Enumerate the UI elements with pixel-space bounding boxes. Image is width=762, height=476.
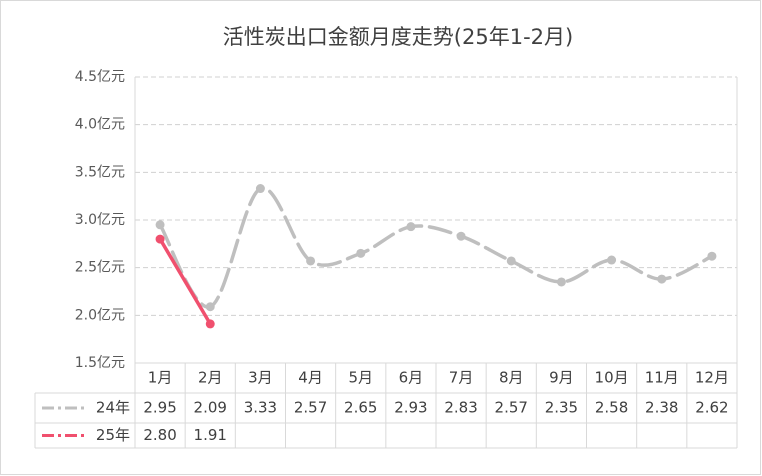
data-point (356, 248, 366, 258)
x-tick-label: 12月 (695, 369, 729, 387)
data-label: 2.83 (444, 399, 477, 417)
data-label: 2.95 (143, 399, 176, 417)
data-label: 2.80 (143, 426, 176, 444)
data-point (205, 319, 215, 329)
y-tick-label: 1.5亿元 (75, 355, 125, 371)
data-label: 2.09 (194, 399, 227, 417)
x-tick-label: 6月 (399, 369, 424, 387)
x-tick-label: 10月 (595, 369, 629, 387)
x-tick-label: 2月 (198, 369, 223, 387)
y-tick-label: 2.0亿元 (75, 307, 125, 323)
data-label: 2.57 (294, 399, 327, 417)
data-point (205, 302, 215, 312)
data-point (456, 231, 466, 241)
data-label: 2.58 (595, 399, 628, 417)
data-point (155, 220, 165, 230)
data-point (306, 256, 316, 266)
data-label: 2.65 (344, 399, 377, 417)
x-tick-label: 8月 (499, 369, 524, 387)
legend-label: 24年 (96, 399, 130, 417)
series-line (158, 237, 212, 326)
x-tick-label: 3月 (248, 369, 273, 387)
data-point (707, 251, 717, 261)
data-point (406, 222, 416, 232)
chart-title: 活性炭出口金额月度走势(25年1-2月) (223, 25, 573, 49)
data-label: 1.91 (194, 426, 227, 444)
x-tick-label: 11月 (645, 369, 679, 387)
y-tick-label: 3.5亿元 (75, 164, 125, 180)
data-point (607, 255, 617, 265)
data-label: 2.57 (495, 399, 528, 417)
x-tick-label: 7月 (449, 369, 474, 387)
y-tick-label: 4.0亿元 (75, 117, 125, 133)
data-point (506, 256, 516, 266)
x-tick-label: 4月 (298, 369, 323, 387)
data-label: 2.93 (394, 399, 427, 417)
x-tick-label: 5月 (348, 369, 373, 387)
y-tick-label: 3.0亿元 (75, 212, 125, 228)
x-tick-label: 1月 (148, 369, 173, 387)
x-tick-label: 9月 (549, 369, 574, 387)
data-point (255, 184, 265, 194)
legend-label: 25年 (96, 426, 130, 444)
data-point (657, 274, 667, 284)
y-tick-label: 2.5亿元 (75, 260, 125, 276)
data-label: 2.35 (545, 399, 578, 417)
y-tick-label: 4.5亿元 (75, 69, 125, 85)
data-label: 2.38 (645, 399, 678, 417)
data-label: 3.33 (244, 399, 277, 417)
data-label: 2.62 (695, 399, 728, 417)
data-point (556, 277, 566, 287)
data-point (155, 234, 165, 244)
